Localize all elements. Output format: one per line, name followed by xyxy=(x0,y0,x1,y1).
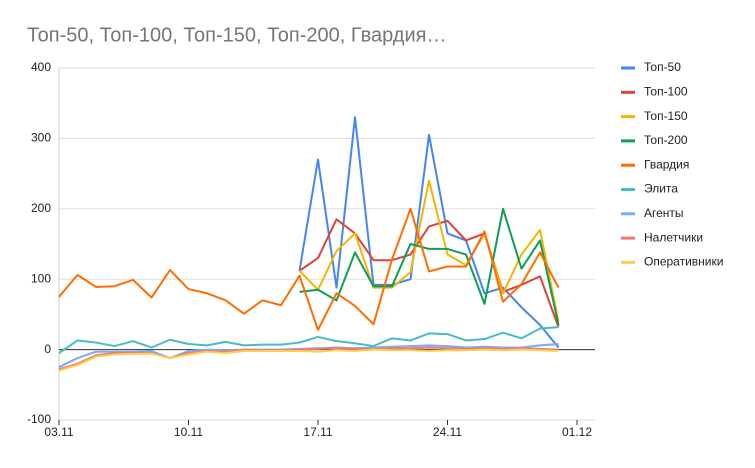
y-tick-label: 100 xyxy=(31,271,51,285)
legend-label: Топ-200 xyxy=(644,133,688,147)
y-tick-label: 0 xyxy=(44,342,51,356)
x-tick-label: 01.12 xyxy=(562,425,592,439)
legend-label: Гвардия xyxy=(644,157,689,171)
y-tick-label: 400 xyxy=(31,60,51,74)
series-line xyxy=(58,326,559,354)
legend-label: Топ-100 xyxy=(644,84,688,98)
legend-label: Элита xyxy=(644,182,678,196)
legend-label: Агенты xyxy=(644,206,684,220)
x-tick-label: 10.11 xyxy=(174,425,203,439)
y-tick-label: 200 xyxy=(31,201,51,215)
series-line xyxy=(298,179,560,322)
series-line xyxy=(299,207,560,326)
series-line xyxy=(298,116,560,349)
x-tick-label: 03.11 xyxy=(44,425,73,439)
x-tick-label: 24.11 xyxy=(433,425,462,439)
x-tick-label: 17.11 xyxy=(303,425,332,439)
series-line xyxy=(298,218,560,328)
legend-label: Топ-50 xyxy=(644,60,681,74)
legend-label: Налетчики xyxy=(644,230,703,244)
series-line xyxy=(58,348,559,372)
chart-title: Топ-50, Топ-100, Топ-150, Топ-200, Гвард… xyxy=(27,24,446,46)
series-line xyxy=(58,207,560,331)
legend-label: Оперативники xyxy=(644,255,723,269)
legend-label: Топ-150 xyxy=(644,109,688,123)
y-tick-label: -100 xyxy=(27,412,51,426)
y-tick-label: 300 xyxy=(31,131,51,145)
